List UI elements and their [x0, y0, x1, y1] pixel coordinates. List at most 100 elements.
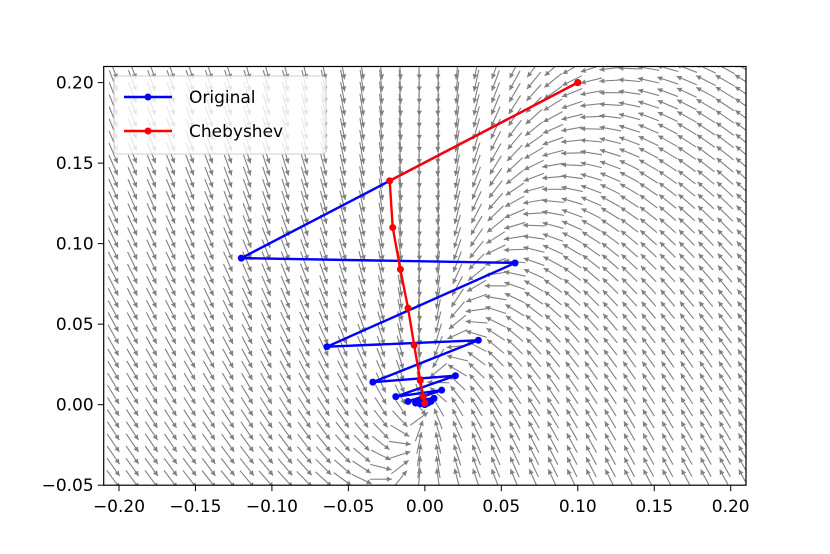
field-arrowhead	[661, 337, 667, 343]
field-arrowhead	[680, 361, 686, 367]
field-arrowhead	[472, 145, 478, 152]
field-arrowhead	[700, 445, 706, 452]
field-arrowhead	[113, 169, 119, 176]
field-arrowhead	[435, 219, 441, 225]
field-arrowhead	[303, 170, 309, 176]
field-arrowhead	[696, 134, 703, 140]
field-arrowhead	[562, 232, 568, 238]
field-arrowhead	[416, 146, 422, 152]
field-arrowhead	[324, 398, 330, 405]
field-arrowhead	[580, 161, 586, 167]
field-arrowhead	[434, 444, 440, 450]
field-arrowhead	[505, 315, 512, 321]
field-arrowhead	[399, 387, 405, 393]
field-arrowhead	[265, 230, 271, 236]
field-arrowhead	[132, 338, 138, 344]
field-arrowhead	[403, 431, 410, 437]
field-arrowhead	[246, 206, 252, 212]
field-arrowhead	[527, 361, 533, 368]
field-arrowhead	[599, 125, 605, 131]
field-arrowhead	[228, 410, 234, 417]
field-arrowhead	[718, 313, 724, 319]
field-arrowhead	[341, 218, 347, 225]
field-arrowhead	[132, 169, 138, 176]
field-arrowhead	[379, 291, 385, 297]
field-arrowhead	[599, 78, 605, 84]
field-arrowhead	[736, 253, 743, 259]
field-arrowhead	[379, 134, 385, 140]
field-arrowhead	[286, 422, 292, 428]
data-point	[389, 224, 397, 232]
field-arrowhead	[378, 74, 385, 80]
field-arrowhead	[285, 326, 291, 333]
field-arrowhead	[151, 254, 157, 260]
field-arrowhead	[735, 110, 741, 116]
field-arrowhead	[114, 458, 120, 465]
field-arrowhead	[543, 105, 550, 111]
field-arrowhead	[698, 229, 704, 236]
field-arrowhead	[602, 301, 609, 308]
field-arrowhead	[341, 266, 347, 273]
field-arrowhead	[379, 303, 385, 309]
field-arrowhead	[190, 374, 196, 380]
field-arrowhead	[132, 278, 138, 284]
field-arrowhead	[361, 350, 367, 357]
field-arrow	[679, 66, 698, 73]
field-arrowhead	[490, 468, 496, 475]
field-arrowhead	[582, 266, 589, 272]
field-arrowhead	[508, 120, 514, 126]
field-arrowhead	[432, 362, 438, 368]
field-arrowhead	[580, 137, 586, 144]
field-arrowhead	[189, 290, 195, 296]
field-arrowhead	[509, 84, 515, 91]
field-arrowhead	[544, 82, 550, 88]
field-arrowhead	[737, 313, 743, 319]
field-arrowhead	[322, 230, 328, 237]
field-arrowhead	[700, 409, 705, 415]
field-arrowhead	[113, 205, 119, 212]
field-arrowhead	[171, 374, 177, 380]
field-arrowhead	[619, 171, 626, 177]
field-arrowhead	[209, 374, 215, 381]
field-arrowhead	[416, 243, 422, 249]
field-arrowhead	[677, 111, 683, 117]
field-arrowhead	[398, 303, 404, 309]
x-tick-label: 0.20	[712, 497, 750, 517]
field-arrowhead	[507, 155, 513, 162]
field-arrowhead	[416, 86, 422, 92]
x-axis: −0.20 −0.15 −0.10 −0.05 0.00 0.05 0.10 0.15 0.20	[93, 485, 750, 517]
field-arrowhead	[680, 397, 686, 403]
field-arrowhead	[266, 326, 272, 333]
field-arrowhead	[306, 457, 312, 464]
field-arrowhead	[210, 482, 216, 486]
field-arrowhead	[637, 66, 643, 71]
field-arrowhead	[360, 134, 366, 140]
field-arrowhead	[171, 398, 177, 405]
field-arrowhead	[189, 266, 195, 272]
field-arrowhead	[471, 193, 477, 200]
field-arrowhead	[132, 181, 138, 188]
field-arrowhead	[381, 386, 386, 393]
field-arrowhead	[416, 219, 422, 225]
field-arrowhead	[718, 361, 724, 367]
field-arrowhead	[681, 421, 686, 428]
field-arrowhead	[151, 302, 157, 308]
field-arrowhead	[452, 278, 458, 284]
field-arrowhead	[152, 398, 158, 404]
field-arrowhead	[133, 434, 139, 441]
field-arrowhead	[170, 266, 176, 272]
field-arrowhead	[699, 301, 705, 307]
field-arrowhead	[191, 470, 197, 476]
field-arrowhead	[543, 267, 550, 273]
field-arrowhead	[623, 361, 629, 368]
field-arrowhead	[152, 422, 158, 429]
field-arrowhead	[583, 302, 589, 308]
field-arrowhead	[638, 124, 645, 129]
field-arrowhead	[622, 349, 628, 356]
field-arrowhead	[453, 110, 460, 116]
field-arrowhead	[662, 421, 667, 427]
field-arrowhead	[717, 253, 723, 259]
field-arrowhead	[509, 96, 514, 103]
field-arrowhead	[343, 398, 349, 405]
field-arrowhead	[170, 254, 176, 260]
